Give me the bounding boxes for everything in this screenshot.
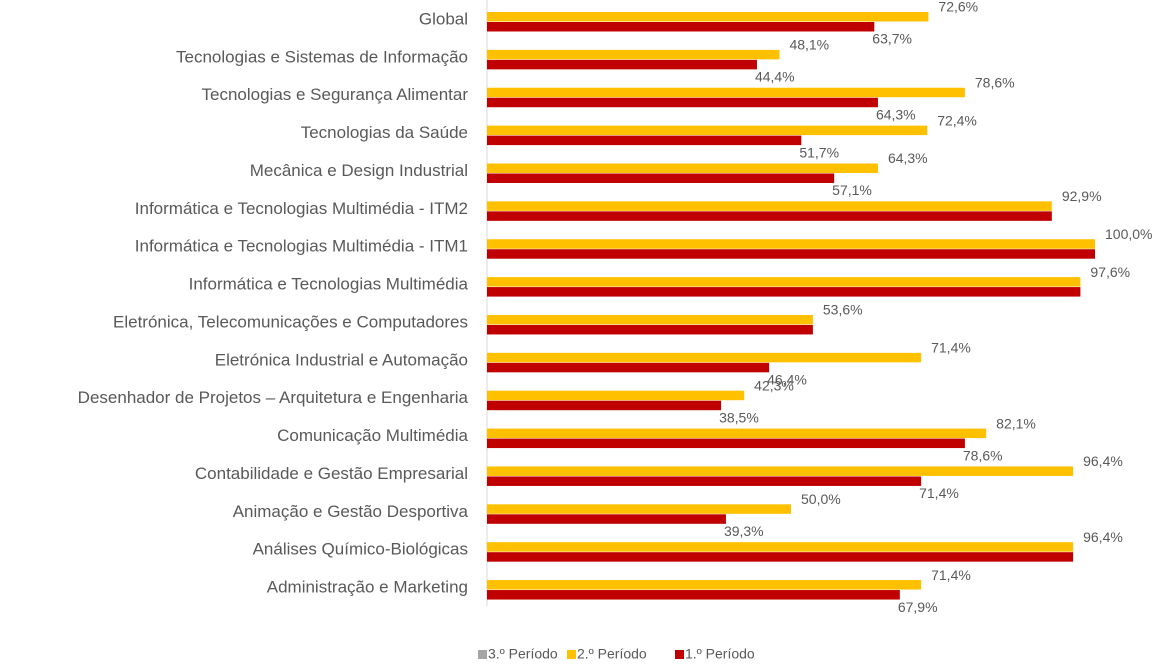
- bar: [487, 428, 987, 439]
- bar: [487, 211, 1052, 221]
- legend-swatch: [478, 650, 487, 659]
- value-label: 64,3%: [888, 150, 928, 166]
- bar: [487, 97, 878, 108]
- category-label: Eletrónica, Telecomunicações e Computado…: [113, 312, 468, 331]
- value-label: 51,7%: [799, 144, 839, 160]
- value-label: 96,4%: [1083, 529, 1123, 545]
- value-label: 63,7%: [872, 31, 912, 47]
- value-label: 50,0%: [801, 491, 841, 507]
- legend-swatch: [675, 650, 684, 659]
- bar: [487, 49, 780, 60]
- bar: [487, 287, 1081, 297]
- bar: [487, 135, 802, 146]
- legend-label: 1.º Período: [685, 646, 755, 662]
- bar: [487, 12, 929, 22]
- value-label: 78,6%: [963, 447, 1003, 463]
- legend-label: 3.º Período: [488, 646, 558, 662]
- value-label: 53,6%: [823, 302, 863, 318]
- bar: [487, 201, 1052, 211]
- bar: [487, 173, 835, 183]
- bar: [487, 580, 922, 590]
- value-label: 67,9%: [898, 599, 938, 615]
- value-label: 82,1%: [996, 415, 1036, 431]
- bar: [487, 59, 757, 70]
- value-label: 39,3%: [724, 523, 764, 539]
- category-label: Desenhador de Projetos – Arquitetura e E…: [78, 388, 469, 407]
- bar: [487, 466, 1074, 476]
- value-label: 44,4%: [755, 69, 795, 85]
- value-label: 42,3%: [754, 377, 794, 393]
- value-label: 92,9%: [1062, 188, 1102, 204]
- value-label: 71,4%: [931, 567, 971, 583]
- bar: [487, 87, 965, 98]
- category-label: Análises Químico-Biológicas: [253, 540, 468, 559]
- bar: [487, 390, 745, 401]
- bar: [487, 22, 875, 32]
- category-label: Contabilidade e Gestão Empresarial: [195, 464, 468, 483]
- value-label: 57,1%: [832, 182, 872, 198]
- bar: [487, 400, 722, 411]
- category-label: Comunicação Multimédia: [277, 426, 468, 445]
- value-label: 100,0%: [1105, 226, 1152, 242]
- value-label: 48,1%: [789, 37, 829, 53]
- value-label: 38,5%: [719, 409, 759, 425]
- bar: [487, 125, 928, 136]
- category-label: Tecnologias e Sistemas de Informação: [176, 47, 468, 66]
- category-label: Eletrónica Industrial e Automação: [215, 350, 468, 369]
- category-label: Tecnologias da Saúde: [301, 123, 468, 142]
- bar: [487, 504, 791, 514]
- bar: [487, 590, 900, 600]
- category-label: Animação e Gestão Desportiva: [233, 502, 469, 521]
- bar: [487, 249, 1095, 259]
- value-label: 96,4%: [1083, 453, 1123, 469]
- bar: [487, 163, 878, 173]
- value-label: 71,4%: [919, 485, 959, 501]
- value-label: 72,6%: [938, 0, 978, 15]
- value-label: 64,3%: [876, 106, 916, 122]
- value-label: 97,6%: [1090, 264, 1130, 280]
- bar: [487, 362, 770, 373]
- bar: [487, 542, 1074, 552]
- category-label: Informática e Tecnologias Multimédia - I…: [135, 237, 468, 256]
- value-label: 71,4%: [931, 340, 971, 356]
- bar: [487, 324, 813, 335]
- value-label: 78,6%: [975, 74, 1015, 90]
- bar: [487, 552, 1074, 562]
- bar: [487, 277, 1081, 287]
- bar: [487, 438, 965, 449]
- bar: [487, 239, 1095, 249]
- category-label: Informática e Tecnologias Multimédia: [189, 275, 469, 294]
- bar: [487, 314, 813, 325]
- category-label: Administração e Marketing: [267, 578, 468, 597]
- legend-label: 2.º Período: [577, 646, 647, 662]
- category-label: Mecânica e Design Industrial: [250, 161, 468, 180]
- bar: [487, 476, 922, 486]
- category-label: Global: [419, 9, 468, 28]
- legend-swatch: [567, 650, 576, 659]
- value-label: 72,4%: [937, 112, 977, 128]
- category-label: Tecnologias e Segurança Alimentar: [202, 85, 469, 104]
- category-label: Informática e Tecnologias Multimédia - I…: [135, 199, 468, 218]
- bar: [487, 352, 922, 363]
- bar: [487, 514, 726, 524]
- value-label: 46,4%: [767, 372, 807, 388]
